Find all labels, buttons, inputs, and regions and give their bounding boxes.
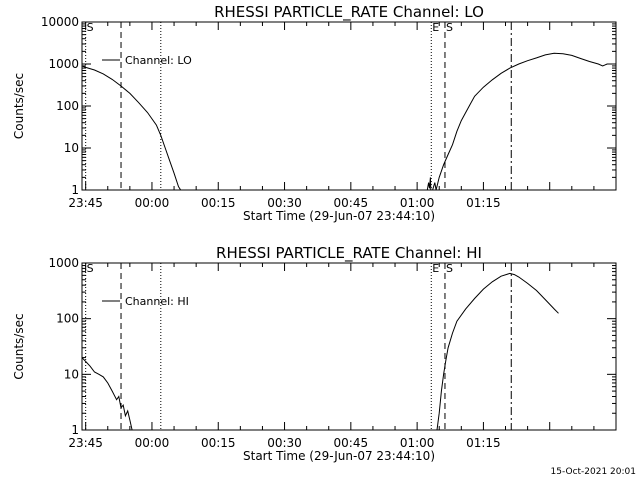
x-tick-label: 00:00	[135, 196, 170, 210]
marker-label: S	[446, 21, 453, 34]
x-tick-label: 00:00	[135, 436, 170, 450]
y-tick-label: 10	[64, 141, 79, 155]
y-tick-label: 100	[56, 99, 79, 113]
series-line	[82, 357, 133, 430]
x-tick-label: 00:30	[267, 196, 302, 210]
legend-label: Channel: LO	[125, 54, 192, 67]
y-tick-label: 1	[71, 423, 79, 437]
panel-hi: RHESSI PARTICLE_RATE Channel: HI 1 10 100 10…	[12, 244, 617, 463]
x-axis-label: Start Time (29-Jun-07 23:44:10)	[243, 449, 435, 463]
footer-date: 15-Oct-2021 20:01	[551, 467, 636, 477]
x-tick-label: 01:15	[466, 196, 501, 210]
y-tick-label: 1000	[48, 57, 79, 71]
x-tick-label: 00:15	[201, 196, 236, 210]
y-axis-label: Counts/sec	[12, 73, 26, 139]
series-line	[436, 272, 559, 430]
y-tick-label: 100	[56, 312, 79, 326]
y-tick-label: 10	[64, 367, 79, 381]
y-tick-label: 1000	[48, 256, 79, 270]
plot-frame	[81, 262, 617, 431]
x-tick-label: 00:45	[334, 436, 369, 450]
y-tick-label: 10000	[41, 15, 79, 29]
x-tick-label: 00:30	[267, 436, 302, 450]
x-tick-label: 00:15	[201, 436, 236, 450]
plot-frame	[81, 21, 617, 191]
series-line	[426, 177, 432, 190]
marker-label: E	[432, 262, 439, 275]
series-line	[82, 65, 182, 190]
legend-label: Channel: HI	[125, 295, 189, 308]
chart-title: RHESSI PARTICLE_RATE Channel: HI	[216, 244, 482, 263]
chart-title: RHESSI PARTICLE_RATE Channel: LO	[214, 3, 484, 22]
marker-label: S	[87, 21, 94, 34]
x-tick-label: 01:00	[400, 436, 435, 450]
panel-lo: RHESSI PARTICLE_RATE Channel: LO 1 10 100 10…	[12, 3, 617, 223]
marker-label: S	[446, 262, 453, 275]
y-axis-label: Counts/sec	[12, 313, 26, 379]
marker-label: E	[432, 21, 439, 34]
x-tick-label: 00:45	[334, 196, 369, 210]
marker-label: S	[87, 262, 94, 275]
x-tick-label: 01:15	[466, 436, 501, 450]
x-axis-label: Start Time (29-Jun-07 23:44:10)	[243, 209, 435, 223]
y-tick-label: 1	[71, 183, 79, 197]
series-line	[432, 52, 608, 190]
x-tick-label: 23:45	[68, 436, 103, 450]
x-tick-label: 23:45	[68, 196, 103, 210]
x-tick-label: 01:00	[400, 196, 435, 210]
